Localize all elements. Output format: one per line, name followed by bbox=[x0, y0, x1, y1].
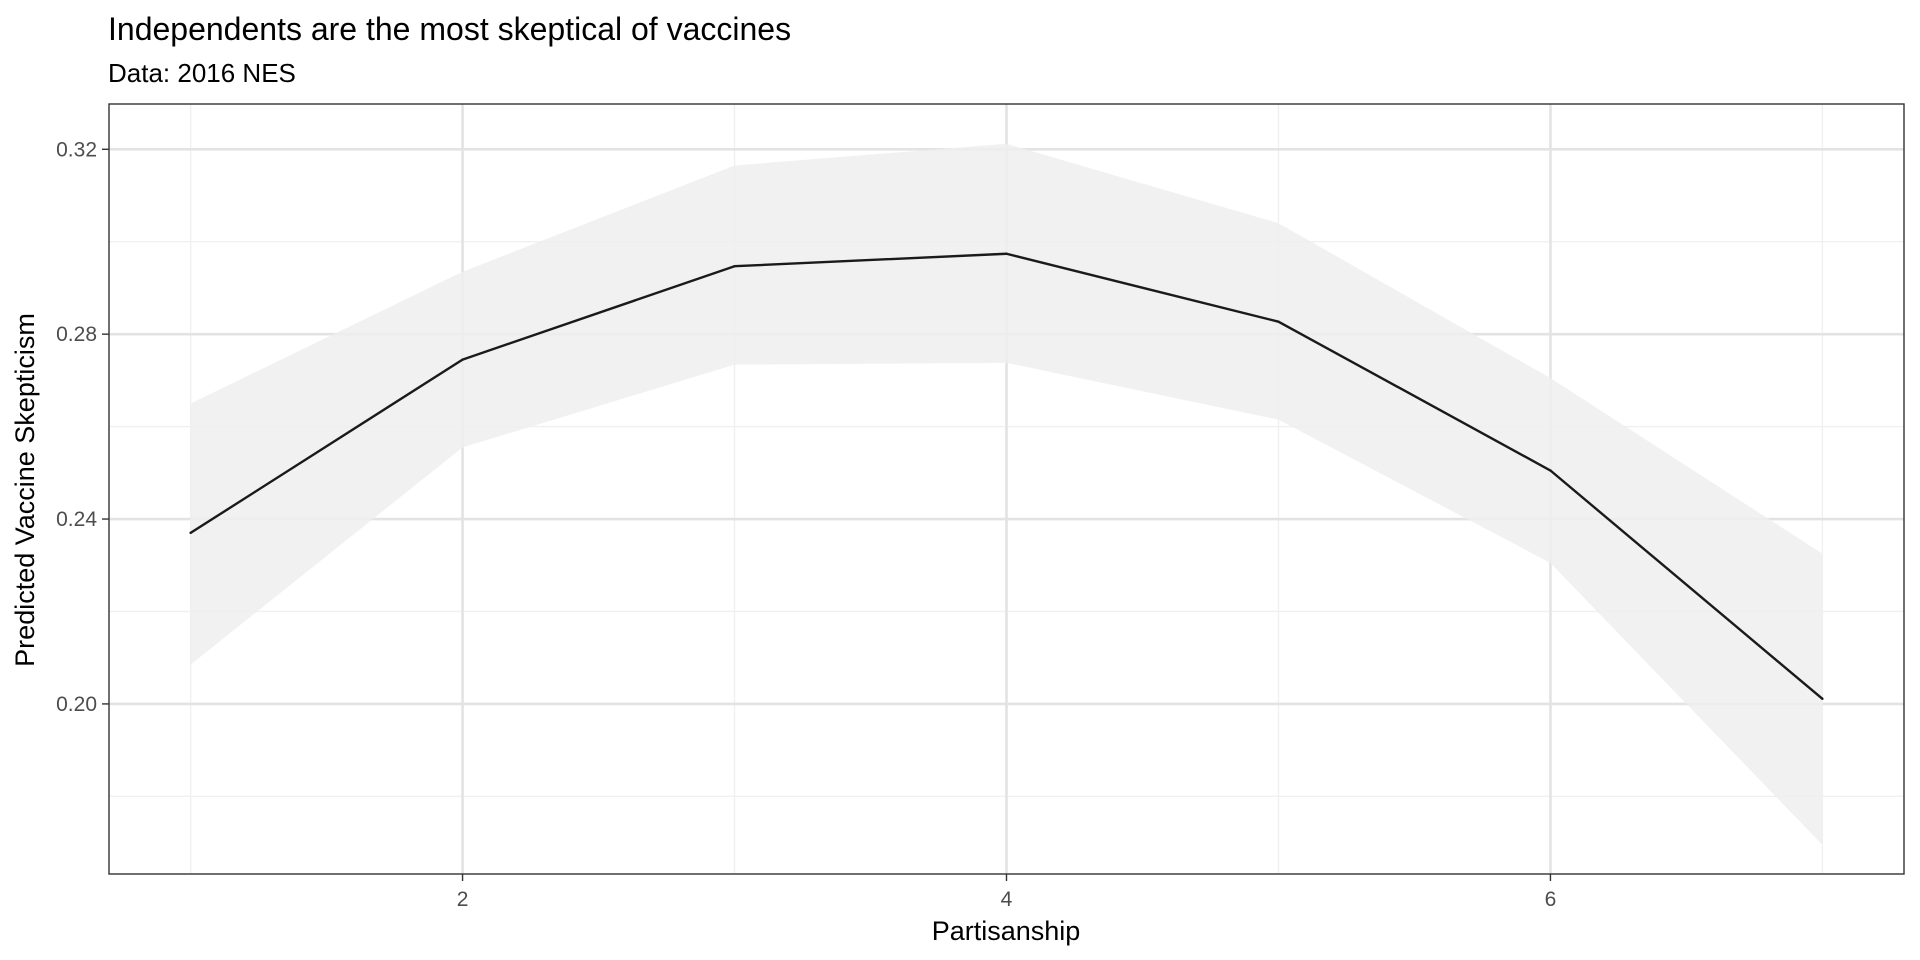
data-point bbox=[461, 358, 464, 361]
data-point bbox=[1549, 469, 1552, 472]
data-points bbox=[189, 252, 1824, 701]
y-axis: 0.20 0.24 0.28 0.32 bbox=[56, 138, 109, 716]
data-point bbox=[1277, 320, 1280, 323]
chart-subtitle: Data: 2016 NES bbox=[108, 58, 296, 88]
x-tick-label: 4 bbox=[1001, 888, 1013, 911]
y-tick-label: 0.20 bbox=[56, 693, 97, 716]
y-tick-label: 0.28 bbox=[56, 323, 97, 346]
x-axis-title: Partisanship bbox=[932, 916, 1081, 946]
data-point bbox=[1005, 252, 1008, 255]
x-tick-label: 2 bbox=[457, 888, 469, 911]
chart-title: Independents are the most skeptical of v… bbox=[108, 11, 791, 47]
data-point bbox=[733, 265, 736, 268]
x-axis: 2 4 6 bbox=[457, 874, 1557, 911]
confidence-ribbon bbox=[190, 143, 1823, 845]
x-tick-label: 6 bbox=[1545, 888, 1557, 911]
data-point bbox=[1821, 697, 1824, 701]
y-axis-title: Predicted Vaccine Skepticism bbox=[10, 313, 40, 667]
data-point bbox=[189, 531, 192, 535]
y-tick-label: 0.24 bbox=[56, 508, 97, 531]
y-tick-label: 0.32 bbox=[56, 138, 97, 161]
